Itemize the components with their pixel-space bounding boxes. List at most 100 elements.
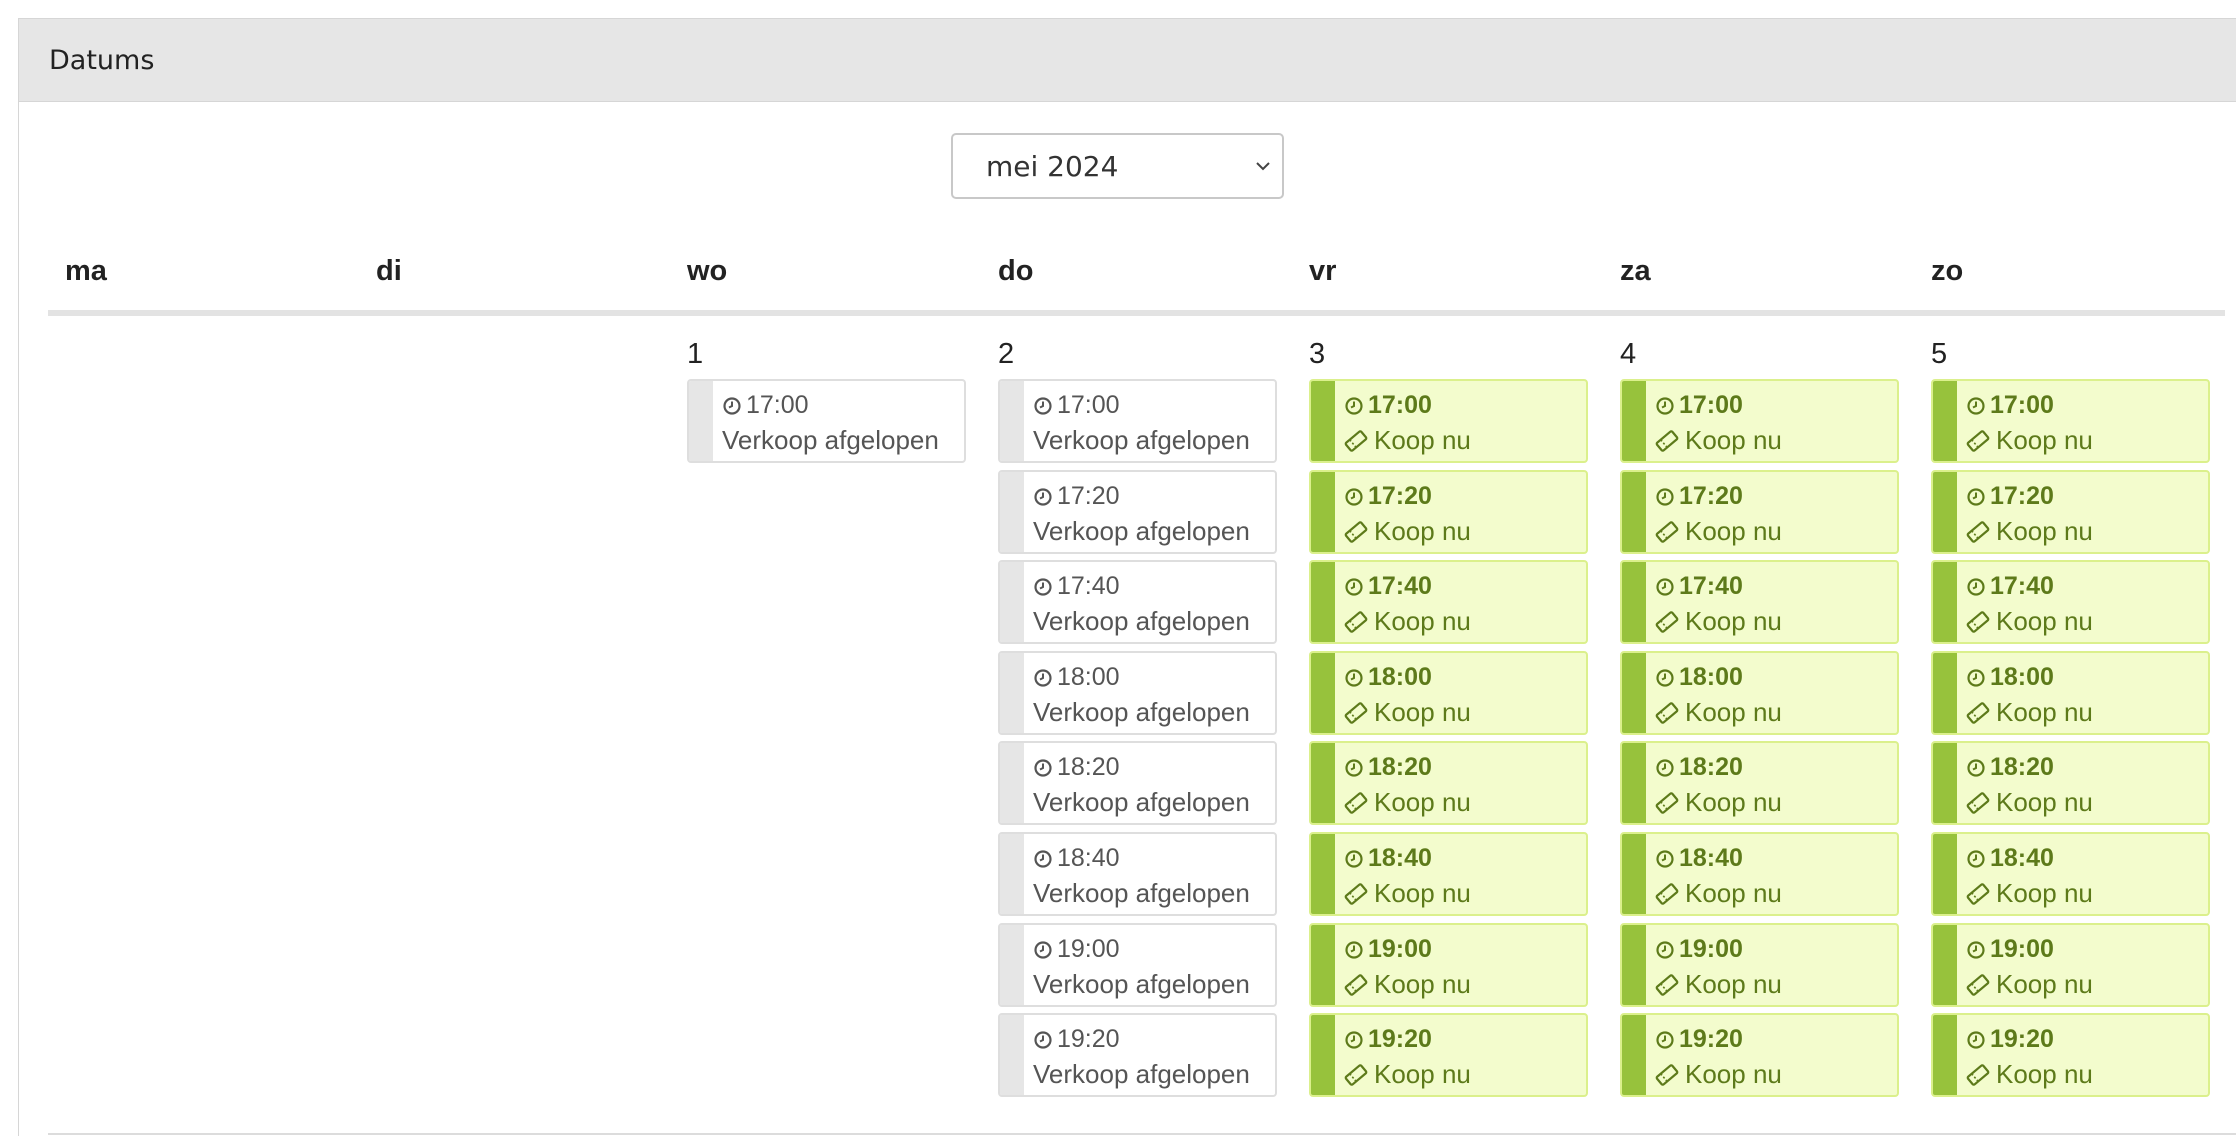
panel-heading: Datums bbox=[19, 19, 2236, 102]
timeslot-time: 18:40 bbox=[1966, 844, 2054, 873]
timeslot-time: 18:40 bbox=[1033, 844, 1120, 873]
day-number: 2 bbox=[998, 338, 1015, 370]
ticket-icon bbox=[1344, 1063, 1368, 1086]
timeslot-buy[interactable]: 19:00 Koop nu bbox=[1931, 923, 2210, 1007]
timeslot-time-label: 17:40 bbox=[1679, 572, 1743, 600]
weekday-header: zo bbox=[1931, 255, 1964, 287]
timeslot-time-label: 17:20 bbox=[1990, 482, 2054, 510]
timeslot-time-label: 19:20 bbox=[1368, 1025, 1432, 1053]
timeslot-sold-out: 17:00 Verkoop afgelopen bbox=[687, 379, 966, 463]
chevron-down-icon bbox=[1256, 162, 1270, 171]
timeslot-time-label: 19:20 bbox=[1057, 1025, 1120, 1053]
timeslot-status: Verkoop afgelopen bbox=[1033, 516, 1250, 547]
timeslot-status-label: Verkoop afgelopen bbox=[1033, 969, 1250, 999]
timeslot-buy[interactable]: 17:00 Koop nu bbox=[1931, 379, 2210, 463]
clock-icon bbox=[1655, 487, 1675, 507]
timeslot-buy[interactable]: 19:00 Koop nu bbox=[1620, 923, 1899, 1007]
timeslot-buy[interactable]: 17:00 Koop nu bbox=[1309, 379, 1588, 463]
timeslot-buy[interactable]: 17:40 Koop nu bbox=[1931, 560, 2210, 644]
timeslot-time: 17:00 bbox=[1966, 391, 2054, 420]
ticket-icon bbox=[1655, 701, 1679, 724]
timeslot-accent-bar bbox=[1311, 381, 1335, 461]
timeslot-status-label: Koop nu bbox=[1685, 697, 1782, 727]
timeslot-status: Koop nu bbox=[1655, 606, 1782, 637]
timeslot-buy[interactable]: 19:20 Koop nu bbox=[1931, 1013, 2210, 1097]
timeslot-status-label: Koop nu bbox=[1685, 516, 1782, 546]
timeslot-time-label: 18:40 bbox=[1679, 844, 1743, 872]
timeslot-status-label: Verkoop afgelopen bbox=[1033, 787, 1250, 817]
timeslot-time: 18:40 bbox=[1655, 844, 1743, 873]
timeslot-status: Verkoop afgelopen bbox=[1033, 787, 1250, 818]
timeslot-status: Koop nu bbox=[1655, 787, 1782, 818]
timeslot-time: 18:00 bbox=[1966, 663, 2054, 692]
timeslot-status-label: Verkoop afgelopen bbox=[722, 425, 939, 455]
timeslot-buy[interactable]: 18:20 Koop nu bbox=[1620, 741, 1899, 825]
timeslot-time-label: 17:00 bbox=[1057, 391, 1120, 419]
timeslot-status: Verkoop afgelopen bbox=[1033, 969, 1250, 1000]
timeslot-buy[interactable]: 18:00 Koop nu bbox=[1931, 651, 2210, 735]
timeslot-buy[interactable]: 19:00 Koop nu bbox=[1309, 923, 1588, 1007]
month-select[interactable]: mei 2024 bbox=[951, 133, 1284, 199]
timeslot-buy[interactable]: 17:20 Koop nu bbox=[1931, 470, 2210, 554]
ticket-icon bbox=[1966, 791, 1990, 814]
timeslot-buy[interactable]: 18:40 Koop nu bbox=[1309, 832, 1588, 916]
timeslot-status-label: Koop nu bbox=[1374, 697, 1471, 727]
timeslot-time: 18:00 bbox=[1655, 663, 1743, 692]
timeslot-sold-out: 17:20 Verkoop afgelopen bbox=[998, 470, 1277, 554]
timeslot-status: Verkoop afgelopen bbox=[722, 425, 939, 456]
timeslot-accent-bar bbox=[1311, 925, 1335, 1005]
timeslot-time-label: 17:00 bbox=[1990, 391, 2054, 419]
timeslot-status-label: Verkoop afgelopen bbox=[1033, 606, 1250, 636]
timeslot-sold-out: 19:00 Verkoop afgelopen bbox=[998, 923, 1277, 1007]
timeslot-accent-bar bbox=[1622, 743, 1646, 823]
timeslot-status-label: Koop nu bbox=[1685, 606, 1782, 636]
clock-icon bbox=[1344, 849, 1364, 869]
timeslot-buy[interactable]: 17:40 Koop nu bbox=[1309, 560, 1588, 644]
timeslot-status-label: Koop nu bbox=[1374, 606, 1471, 636]
ticket-icon bbox=[1344, 429, 1368, 452]
clock-icon bbox=[1033, 758, 1053, 778]
timeslot-time-label: 17:40 bbox=[1990, 572, 2054, 600]
timeslot-buy[interactable]: 19:20 Koop nu bbox=[1620, 1013, 1899, 1097]
timeslot-buy[interactable]: 18:00 Koop nu bbox=[1309, 651, 1588, 735]
timeslot-status-label: Koop nu bbox=[1996, 878, 2093, 908]
clock-icon bbox=[1344, 668, 1364, 688]
timeslot-time: 18:00 bbox=[1033, 663, 1120, 692]
timeslot-accent-bar bbox=[1000, 472, 1024, 552]
timeslot-accent-bar bbox=[1933, 925, 1957, 1005]
timeslot-time-label: 17:00 bbox=[1679, 391, 1743, 419]
timeslot-status-label: Koop nu bbox=[1996, 606, 2093, 636]
ticket-icon bbox=[1344, 791, 1368, 814]
timeslot-buy[interactable]: 18:20 Koop nu bbox=[1931, 741, 2210, 825]
clock-icon bbox=[1344, 396, 1364, 416]
timeslot-time: 19:20 bbox=[1344, 1025, 1432, 1054]
timeslot-buy[interactable]: 17:00 Koop nu bbox=[1620, 379, 1899, 463]
timeslot-status: Koop nu bbox=[1344, 969, 1471, 1000]
timeslot-accent-bar bbox=[1000, 381, 1024, 461]
ticket-icon bbox=[1655, 429, 1679, 452]
timeslot-buy[interactable]: 18:40 Koop nu bbox=[1931, 832, 2210, 916]
timeslot-status: Koop nu bbox=[1966, 969, 2093, 1000]
clock-icon bbox=[1966, 849, 1986, 869]
timeslot-status-label: Koop nu bbox=[1996, 425, 2093, 455]
timeslot-time: 17:40 bbox=[1655, 572, 1743, 601]
clock-icon bbox=[1655, 577, 1675, 597]
timeslot-status: Koop nu bbox=[1655, 516, 1782, 547]
timeslot-buy[interactable]: 19:20 Koop nu bbox=[1309, 1013, 1588, 1097]
weekday-header: za bbox=[1620, 255, 1651, 287]
timeslot-buy[interactable]: 18:40 Koop nu bbox=[1620, 832, 1899, 916]
timeslot-status: Koop nu bbox=[1344, 425, 1471, 456]
timeslot-status: Koop nu bbox=[1655, 1059, 1782, 1090]
timeslot-buy[interactable]: 17:20 Koop nu bbox=[1620, 470, 1899, 554]
timeslot-buy[interactable]: 18:00 Koop nu bbox=[1620, 651, 1899, 735]
timeslot-buy[interactable]: 17:40 Koop nu bbox=[1620, 560, 1899, 644]
timeslot-time: 17:40 bbox=[1033, 572, 1120, 601]
weekday-header: ma bbox=[65, 255, 107, 287]
timeslot-status-label: Koop nu bbox=[1374, 787, 1471, 817]
timeslot-status: Koop nu bbox=[1344, 787, 1471, 818]
ticket-icon bbox=[1344, 882, 1368, 905]
timeslot-accent-bar bbox=[1311, 653, 1335, 733]
timeslot-buy[interactable]: 18:20 Koop nu bbox=[1309, 741, 1588, 825]
timeslot-time-label: 17:20 bbox=[1368, 482, 1432, 510]
timeslot-buy[interactable]: 17:20 Koop nu bbox=[1309, 470, 1588, 554]
